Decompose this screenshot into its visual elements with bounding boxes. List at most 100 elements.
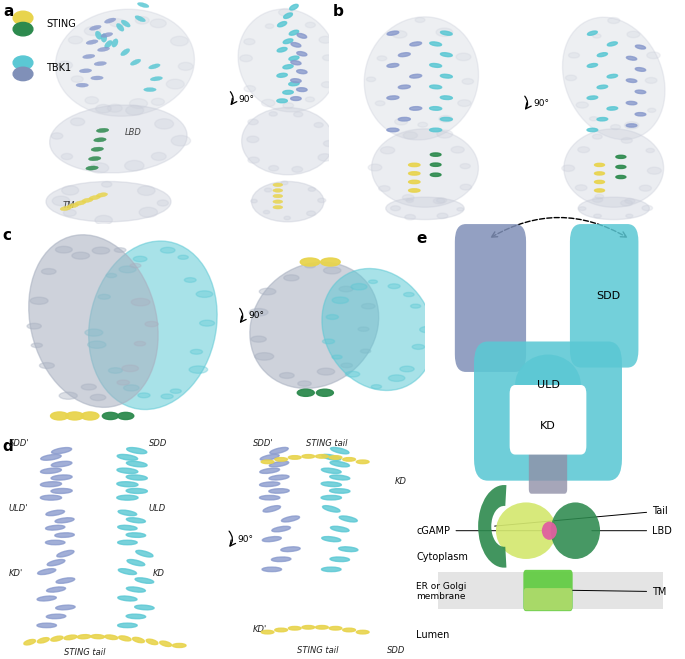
Ellipse shape bbox=[551, 502, 600, 559]
Ellipse shape bbox=[291, 61, 301, 65]
Ellipse shape bbox=[27, 324, 41, 329]
Ellipse shape bbox=[398, 85, 410, 89]
Text: TBK1: TBK1 bbox=[46, 63, 71, 73]
Ellipse shape bbox=[127, 518, 145, 523]
Ellipse shape bbox=[135, 578, 153, 583]
Ellipse shape bbox=[260, 454, 279, 461]
Text: Lumen: Lumen bbox=[416, 630, 450, 640]
FancyBboxPatch shape bbox=[524, 588, 572, 610]
Ellipse shape bbox=[408, 188, 420, 192]
Ellipse shape bbox=[515, 355, 581, 415]
Ellipse shape bbox=[68, 36, 83, 44]
Ellipse shape bbox=[101, 182, 112, 187]
Ellipse shape bbox=[161, 394, 173, 399]
Ellipse shape bbox=[263, 505, 281, 512]
Ellipse shape bbox=[593, 34, 601, 38]
Ellipse shape bbox=[283, 65, 293, 69]
Ellipse shape bbox=[387, 96, 399, 100]
Ellipse shape bbox=[51, 412, 68, 420]
Ellipse shape bbox=[460, 163, 471, 169]
Ellipse shape bbox=[284, 216, 290, 219]
Ellipse shape bbox=[322, 536, 340, 542]
Ellipse shape bbox=[368, 164, 382, 171]
Ellipse shape bbox=[616, 156, 626, 158]
Ellipse shape bbox=[593, 197, 603, 202]
Ellipse shape bbox=[621, 138, 632, 143]
Ellipse shape bbox=[146, 639, 158, 645]
Ellipse shape bbox=[117, 468, 138, 473]
Ellipse shape bbox=[626, 79, 637, 82]
Text: STING: STING bbox=[46, 18, 76, 28]
Ellipse shape bbox=[639, 185, 651, 191]
Ellipse shape bbox=[126, 533, 146, 537]
Text: c: c bbox=[2, 228, 11, 243]
Ellipse shape bbox=[436, 28, 453, 36]
Ellipse shape bbox=[496, 502, 556, 559]
Ellipse shape bbox=[255, 353, 274, 360]
FancyBboxPatch shape bbox=[510, 385, 586, 455]
Ellipse shape bbox=[408, 163, 420, 167]
Text: ER or Golgi
membrane: ER or Golgi membrane bbox=[416, 582, 467, 601]
Ellipse shape bbox=[144, 88, 156, 92]
Ellipse shape bbox=[298, 381, 311, 386]
Ellipse shape bbox=[364, 17, 479, 140]
Ellipse shape bbox=[440, 53, 452, 57]
Ellipse shape bbox=[626, 124, 637, 127]
Ellipse shape bbox=[323, 140, 334, 146]
Text: TM: TM bbox=[62, 200, 75, 210]
Ellipse shape bbox=[277, 47, 287, 52]
Ellipse shape bbox=[595, 163, 604, 167]
Ellipse shape bbox=[420, 326, 436, 333]
Ellipse shape bbox=[55, 533, 74, 537]
Ellipse shape bbox=[51, 132, 63, 139]
Ellipse shape bbox=[339, 516, 358, 522]
Ellipse shape bbox=[86, 166, 98, 170]
Text: Tail: Tail bbox=[495, 506, 668, 526]
Ellipse shape bbox=[97, 129, 109, 132]
Ellipse shape bbox=[132, 637, 145, 643]
Ellipse shape bbox=[610, 125, 621, 130]
Ellipse shape bbox=[288, 82, 299, 86]
Ellipse shape bbox=[151, 98, 164, 105]
Ellipse shape bbox=[302, 625, 314, 629]
Text: d: d bbox=[2, 440, 13, 455]
Ellipse shape bbox=[240, 55, 252, 62]
Ellipse shape bbox=[247, 136, 259, 142]
Ellipse shape bbox=[117, 482, 138, 487]
Ellipse shape bbox=[456, 53, 471, 61]
Text: KD: KD bbox=[540, 421, 556, 431]
Ellipse shape bbox=[387, 31, 399, 35]
Ellipse shape bbox=[406, 199, 413, 202]
Ellipse shape bbox=[281, 181, 288, 185]
Ellipse shape bbox=[196, 291, 213, 297]
Ellipse shape bbox=[345, 371, 360, 377]
Ellipse shape bbox=[616, 165, 626, 169]
Ellipse shape bbox=[160, 247, 175, 253]
Ellipse shape bbox=[284, 275, 299, 281]
Ellipse shape bbox=[387, 63, 399, 67]
Ellipse shape bbox=[66, 412, 84, 420]
Ellipse shape bbox=[594, 214, 601, 218]
Ellipse shape bbox=[67, 204, 79, 208]
Ellipse shape bbox=[625, 122, 639, 129]
Ellipse shape bbox=[646, 148, 654, 153]
Ellipse shape bbox=[47, 614, 66, 619]
Ellipse shape bbox=[155, 119, 173, 129]
Ellipse shape bbox=[94, 138, 106, 142]
Ellipse shape bbox=[576, 102, 588, 108]
Ellipse shape bbox=[306, 97, 314, 102]
Ellipse shape bbox=[579, 207, 586, 210]
Ellipse shape bbox=[269, 489, 289, 493]
Ellipse shape bbox=[97, 47, 110, 51]
Ellipse shape bbox=[297, 34, 307, 38]
Ellipse shape bbox=[380, 147, 395, 154]
Ellipse shape bbox=[647, 52, 660, 59]
Ellipse shape bbox=[178, 255, 188, 259]
Ellipse shape bbox=[273, 200, 283, 204]
Ellipse shape bbox=[277, 22, 286, 27]
Text: 90°: 90° bbox=[534, 99, 549, 107]
Ellipse shape bbox=[405, 214, 416, 220]
Ellipse shape bbox=[138, 3, 149, 8]
Ellipse shape bbox=[40, 495, 62, 500]
Ellipse shape bbox=[356, 460, 369, 464]
